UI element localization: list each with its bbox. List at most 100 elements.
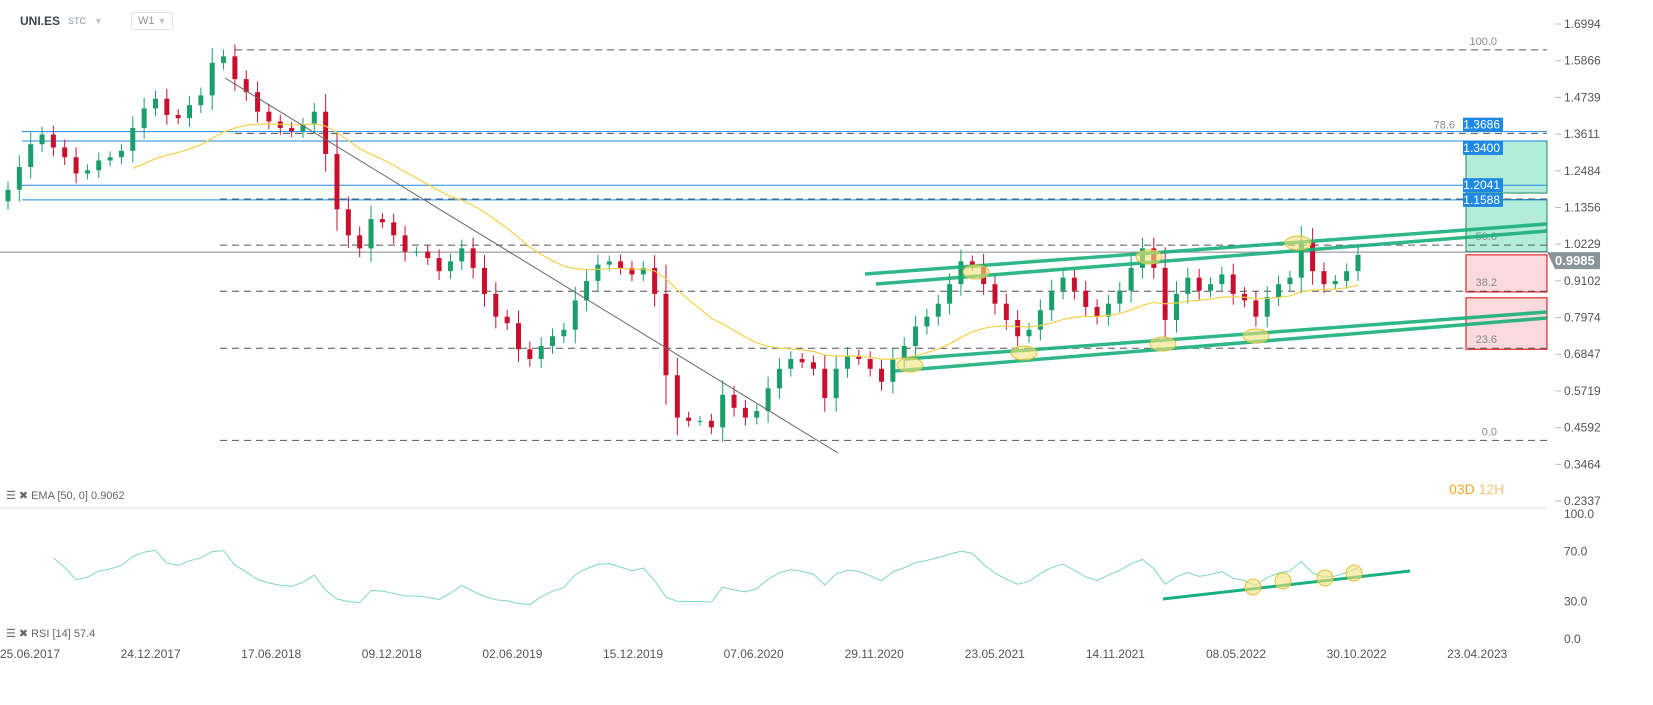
candle [879,368,885,382]
close-icon[interactable]: ✖ [18,490,29,502]
candle [447,261,453,272]
candle [1094,306,1100,317]
channel-lower-1 [904,310,1548,361]
level-tag-label: 1.3686 [1463,118,1500,132]
x-tick-label: 25.06.2017 [0,647,60,661]
candle [595,264,601,281]
y-tick-label: 1.3611 [1564,127,1600,141]
candle [84,170,90,174]
candle [1332,280,1338,285]
candle [345,209,351,236]
candle [16,166,22,190]
candle [118,150,124,158]
candle [663,293,669,376]
candle [913,326,919,346]
candle [776,368,782,389]
candle [572,300,578,330]
candle [255,92,261,112]
candle [493,293,499,317]
y-tick-label: 0.9102 [1564,274,1601,288]
fib-label: 100.0 [1469,36,1497,48]
instrument-type[interactable]: STC [68,16,87,26]
candle [357,235,363,249]
candle [334,153,340,210]
candle [856,355,862,360]
candle [470,248,476,268]
settings-icon[interactable]: ☰ [6,628,16,640]
touch-marker [962,264,990,280]
candle [822,368,828,399]
rsi-legend[interactable]: ☰ ✖ RSI [14] 57.4 [6,628,95,640]
candle [311,111,317,125]
candle [538,345,544,360]
touch-marker [1135,249,1163,265]
y-tick-label: 0.3464 [1564,457,1601,471]
timeframe-value: W1 [137,15,155,27]
candle [198,95,204,106]
candle [516,323,522,350]
touch-marker [1149,336,1177,352]
candle [1344,271,1350,281]
countdown-days: 03D [1449,481,1475,497]
fib-label: 23.6 [1476,334,1497,346]
close-icon[interactable]: ✖ [18,628,29,640]
candle [62,147,68,158]
candle [1276,284,1282,298]
rsi-tick-label: 30.0 [1564,595,1588,609]
candle [1026,329,1032,337]
candle [1208,284,1214,291]
ema-line [132,123,1359,360]
candle [901,345,907,360]
rsi-line [53,549,1359,606]
candle [1162,267,1168,320]
touch-marker [1316,569,1334,587]
candle [1230,274,1236,294]
settings-icon[interactable]: ☰ [6,490,16,502]
candle [141,108,147,128]
candle [697,420,703,422]
candle [1071,277,1077,291]
rsi-tick-label: 0.0 [1564,632,1581,646]
candle [561,329,567,337]
candle [810,362,816,369]
candle [1287,277,1293,285]
ema-legend[interactable]: ☰ ✖ EMA [50, 0] 0.9062 [6,490,125,502]
candle [1355,254,1361,272]
candle [266,111,272,122]
chevron-down-icon[interactable]: ▼ [94,16,103,26]
candle [413,251,419,253]
candle [788,359,794,369]
candle [1264,297,1270,317]
candle [742,407,748,418]
touch-marker [1284,235,1312,251]
candle [640,267,646,275]
countdown-hours: 12H [1478,481,1505,497]
candle [39,134,45,145]
touch-marker [1242,328,1270,344]
candle [708,420,714,428]
candle [833,368,839,399]
channel-lines [864,222,1548,373]
candle [618,261,624,268]
level-tag [1463,192,1503,207]
candle [969,261,975,265]
candle [674,375,680,418]
touch-marker [1244,578,1262,596]
candle [935,303,941,317]
fib-label: 0.0 [1482,426,1497,438]
candle [436,258,442,272]
fib-label: 78.6 [1434,119,1455,131]
candle [221,56,227,63]
y-tick-label: 0.4592 [1564,421,1601,435]
candle [844,355,850,369]
x-tick-label: 15.12.2019 [603,647,663,661]
candle [73,157,79,174]
candle [867,359,873,369]
candle [754,411,760,418]
rsi-touch-markers [1244,564,1363,596]
timeframe-select[interactable]: W1 ▼ [130,12,174,30]
downtrend-line [224,77,839,454]
candle [152,98,158,109]
